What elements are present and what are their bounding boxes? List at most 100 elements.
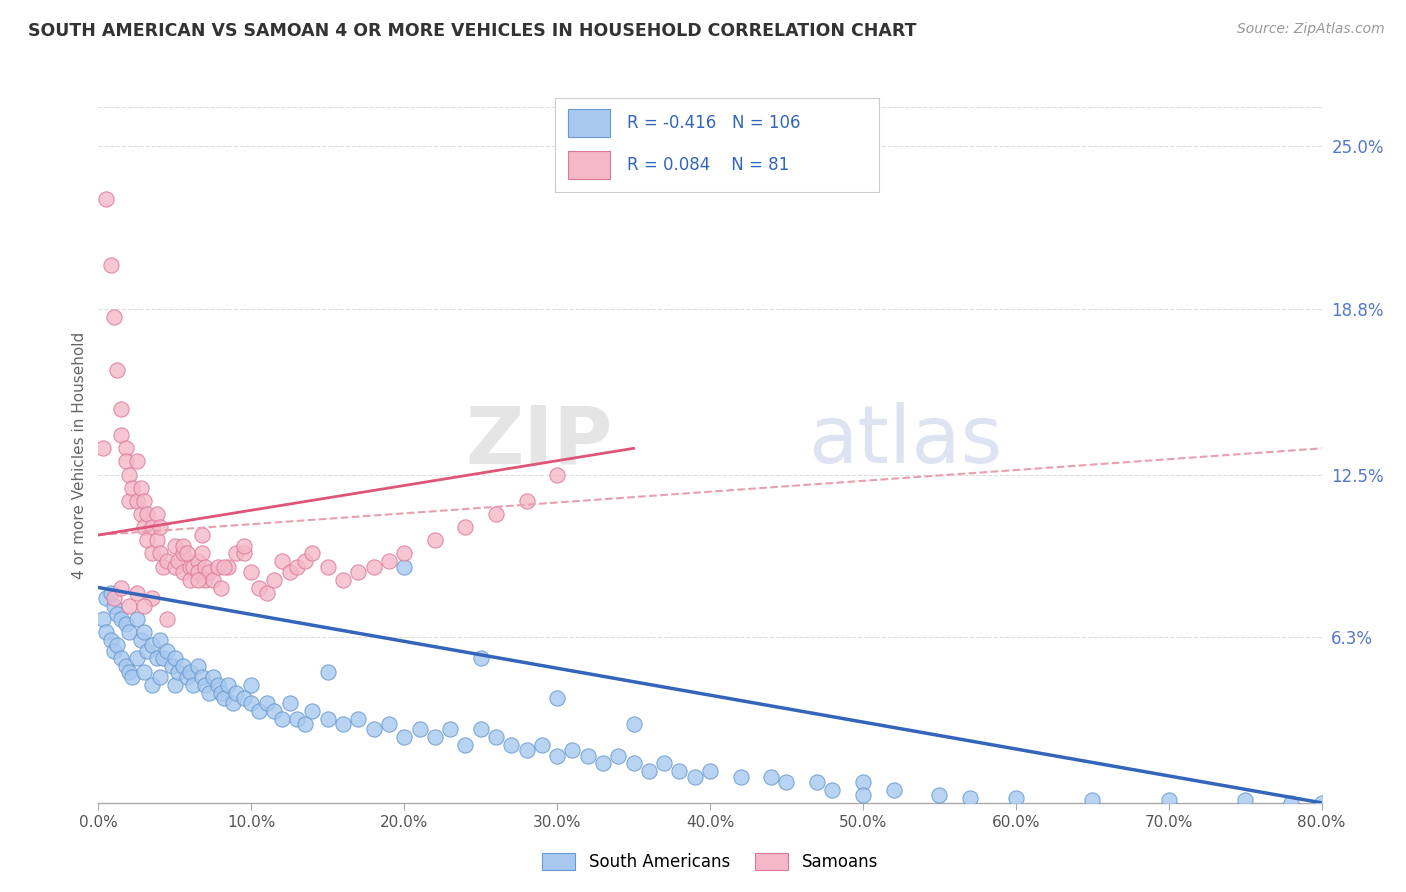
Point	[181, 678, 204, 692]
Point	[194, 678, 217, 692]
Point	[187, 573, 209, 587]
Point	[516, 494, 538, 508]
Point	[332, 717, 354, 731]
Point	[172, 659, 194, 673]
Point	[191, 528, 214, 542]
Point	[439, 723, 461, 737]
Point	[883, 782, 905, 797]
Point	[668, 764, 690, 779]
Point	[134, 520, 156, 534]
Point	[156, 612, 179, 626]
Point	[470, 651, 492, 665]
Point	[197, 685, 219, 699]
Point	[392, 546, 416, 560]
Y-axis label: 4 or more Vehicles in Household: 4 or more Vehicles in Household	[72, 331, 87, 579]
Point	[134, 599, 156, 613]
Point	[191, 546, 214, 560]
Point	[683, 770, 706, 784]
Text: SOUTH AMERICAN VS SAMOAN 4 OR MORE VEHICLES IN HOUSEHOLD CORRELATION CHART: SOUTH AMERICAN VS SAMOAN 4 OR MORE VEHIC…	[28, 22, 917, 40]
Point	[928, 788, 950, 802]
Point	[316, 665, 339, 679]
Point	[115, 659, 138, 673]
Point	[94, 192, 117, 206]
Point	[256, 586, 278, 600]
Point	[125, 612, 148, 626]
Point	[501, 738, 523, 752]
Point	[363, 723, 385, 737]
Point	[172, 565, 194, 579]
Point	[240, 696, 263, 710]
Point	[110, 612, 132, 626]
Point	[160, 659, 183, 673]
Point	[172, 539, 194, 553]
Point	[256, 696, 278, 710]
Point	[125, 494, 148, 508]
Point	[202, 573, 225, 587]
Point	[1081, 793, 1104, 807]
Point	[145, 507, 167, 521]
Point	[285, 559, 308, 574]
Point	[225, 685, 247, 699]
Point	[105, 638, 128, 652]
Point	[121, 670, 143, 684]
Point	[408, 723, 430, 737]
Point	[623, 717, 645, 731]
Point	[332, 573, 354, 587]
Point	[202, 670, 225, 684]
Point	[378, 554, 401, 568]
Point	[167, 665, 190, 679]
Point	[100, 586, 122, 600]
Point	[470, 723, 492, 737]
Point	[1310, 796, 1333, 810]
Point	[294, 554, 316, 568]
Point	[115, 442, 138, 456]
Point	[176, 670, 198, 684]
Point	[191, 670, 214, 684]
Point	[1234, 793, 1257, 807]
FancyBboxPatch shape	[568, 110, 610, 137]
Point	[115, 617, 138, 632]
Text: R = 0.084    N = 81: R = 0.084 N = 81	[627, 155, 789, 174]
Point	[110, 651, 132, 665]
Point	[136, 643, 159, 657]
Point	[141, 546, 163, 560]
Point	[94, 625, 117, 640]
Point	[125, 586, 148, 600]
Point	[638, 764, 661, 779]
Point	[607, 748, 630, 763]
Point	[263, 573, 285, 587]
Point	[149, 670, 172, 684]
Point	[592, 756, 614, 771]
Point	[129, 633, 152, 648]
Point	[316, 559, 339, 574]
Point	[232, 690, 254, 705]
Point	[959, 790, 981, 805]
Point	[100, 633, 122, 648]
Point	[110, 401, 132, 416]
Point	[152, 559, 174, 574]
Point	[423, 533, 446, 548]
Point	[392, 730, 416, 744]
Point	[278, 696, 301, 710]
Point	[129, 481, 152, 495]
Point	[187, 565, 209, 579]
Point	[197, 565, 219, 579]
Point	[546, 467, 568, 482]
Point	[761, 770, 783, 784]
Point	[247, 581, 270, 595]
Point	[145, 651, 167, 665]
Point	[181, 559, 204, 574]
Point	[852, 774, 875, 789]
Point	[118, 599, 141, 613]
Point	[392, 559, 416, 574]
Point	[546, 748, 568, 763]
Point	[156, 643, 179, 657]
Point	[699, 764, 721, 779]
Point	[187, 659, 209, 673]
Point	[240, 565, 263, 579]
Point	[263, 704, 285, 718]
Point	[91, 612, 114, 626]
Point	[775, 774, 797, 789]
Point	[247, 704, 270, 718]
Point	[270, 712, 294, 726]
